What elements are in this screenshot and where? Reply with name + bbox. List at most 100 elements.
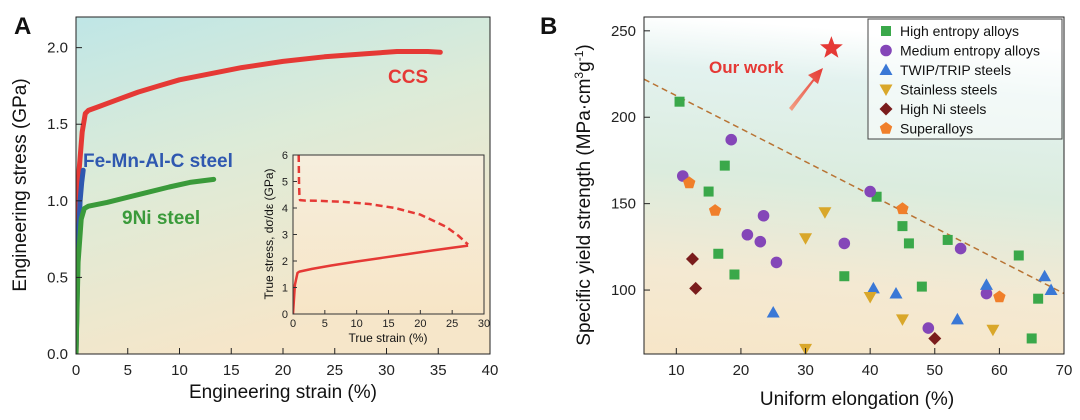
point-high-entropy-alloys (719, 160, 730, 171)
point-high-entropy-alloys (903, 238, 914, 249)
legend-label-superalloys: Superalloys (900, 121, 973, 137)
inset-ytick-label: 0 (282, 309, 288, 321)
chart-a-xtick-label: 30 (378, 362, 395, 379)
inset-ytick-label: 4 (282, 203, 288, 215)
point-medium-entropy-alloys (954, 242, 967, 255)
legend-marker-high-ni-steels (879, 102, 893, 116)
legend-label-medium-entropy-alloys: Medium entropy alloys (900, 43, 1040, 59)
point-medium-entropy-alloys (741, 228, 754, 241)
chart-b-xtick-label: 60 (991, 362, 1008, 379)
legend-label-twip-trip-steels: TWIP/TRIP steels (900, 62, 1011, 78)
chart-b: Our work 10 20 30 40 50 60 70 100 150 200 250 Uni… (572, 16, 1073, 410)
inset-ytick-label: 2 (282, 256, 288, 268)
inset-xtick-label: 10 (351, 318, 363, 330)
chart-a: 0 5 10 15 20 25 30 35 40 0.00.51.01.52.0 Enginee… (10, 16, 499, 403)
chart-a-xtick-label: 20 (275, 362, 292, 379)
point-stainless-steels (986, 324, 1000, 337)
trend-line (644, 78, 1064, 295)
point-twip-trip-steels (866, 281, 880, 294)
chart-a-xtick-label: 25 (326, 362, 343, 379)
chart-b-xtick-label: 30 (797, 362, 814, 379)
point-medium-entropy-alloys (838, 237, 851, 250)
point-medium-entropy-alloys (770, 256, 783, 269)
label-ccs: CCS (388, 67, 428, 88)
chart-b-ytick-label: 100 (611, 282, 636, 299)
inset-ylabel: True stress, dσ/dε (GPa) (262, 168, 276, 299)
chart-a-ytick-label: 1.0 (47, 193, 68, 210)
point-twip-trip-steels (979, 278, 993, 290)
legend-label-stainless-steels: Stainless steels (900, 82, 997, 98)
chart-b-ylabel: Specific yield strength (MPa·cm3g-1) (572, 44, 595, 345)
our-work-star (820, 36, 843, 58)
legend-marker-twip-trip-steels (879, 63, 893, 75)
point-medium-entropy-alloys (757, 209, 770, 222)
chart-b-xtick-label: 50 (926, 362, 943, 379)
point-superalloys (896, 202, 909, 215)
point-high-ni-steels (928, 331, 942, 345)
point-high-entropy-alloys (897, 221, 908, 232)
point-high-entropy-alloys (839, 271, 850, 282)
point-stainless-steels (799, 233, 813, 245)
chart-b-frame (643, 16, 1065, 355)
point-high-entropy-alloys (1033, 293, 1044, 304)
point-medium-entropy-alloys (980, 287, 993, 300)
point-twip-trip-steels (1038, 269, 1052, 282)
point-twip-trip-steels (766, 306, 780, 318)
chart-a-xtick-label: 10 (171, 362, 188, 379)
point-twip-trip-steels (889, 287, 903, 299)
legend-label-high-entropy-alloys: High entropy alloys (900, 23, 1019, 39)
point-high-entropy-alloys (674, 96, 685, 107)
inset-ytick-label: 5 (282, 177, 288, 189)
legend-marker-high-entropy-alloys (881, 26, 891, 36)
series-line-ccs (76, 49, 443, 354)
chart-a-xtick-label: 0 (72, 362, 80, 379)
inset-ytick-label: 3 (282, 230, 288, 242)
inset-chart: 0 5 10 15 20 25 30 0 1 2 3 4 5 6 True strain (%) Tru… (262, 150, 490, 345)
point-high-entropy-alloys (1013, 250, 1024, 261)
point-stainless-steels (895, 314, 909, 326)
inset-line-hardening-rate (297, 155, 469, 246)
inset-xtick-label: 20 (414, 318, 426, 330)
chart-a-ylabel: Engineering stress (GPa) (10, 78, 31, 291)
inset-xtick-label: 0 (290, 318, 296, 330)
point-medium-entropy-alloys (864, 185, 876, 198)
point-high-entropy-alloys (942, 234, 953, 245)
point-high-entropy-alloys (729, 269, 740, 280)
panel-a-letter: A (14, 13, 31, 40)
panel-b-letter: B (540, 13, 557, 40)
point-medium-entropy-alloys (676, 170, 689, 182)
our-work-arrow (789, 68, 823, 111)
inset-line-true-stress (293, 244, 469, 314)
chart-b-xtick-label: 40 (862, 362, 879, 379)
chart-b-ytick-label: 150 (611, 196, 636, 213)
chart-a-xtick-label: 35 (430, 362, 447, 379)
point-superalloys (683, 176, 696, 189)
point-high-entropy-alloys (916, 281, 927, 292)
inset-ytick-label: 1 (282, 283, 288, 295)
point-high-entropy-alloys (1026, 333, 1037, 344)
inset-xtick-label: 15 (382, 318, 394, 330)
point-medium-entropy-alloys (725, 133, 738, 146)
inset-ytick-label: 6 (282, 150, 288, 162)
chart-a-ytick-label: 0.0 (47, 346, 68, 363)
point-high-entropy-alloys (871, 191, 882, 202)
chart-a-ytick-label: 1.5 (47, 116, 68, 133)
legend-marker-stainless-steels (879, 84, 893, 96)
point-twip-trip-steels (1044, 283, 1058, 296)
chart-b-xtick-label: 10 (668, 362, 685, 379)
point-high-entropy-alloys (713, 248, 724, 259)
chart-a-ytick-label: 2.0 (47, 40, 68, 57)
inset-xtick-label: 30 (478, 318, 490, 330)
chart-a-ytick-label: 0.5 (47, 269, 68, 286)
point-superalloys (708, 204, 722, 216)
chart-a-xlabel: Engineering strain (%) (189, 382, 377, 403)
chart-b-ytick-label: 250 (611, 23, 636, 40)
inset-plot-area (293, 155, 484, 314)
chart-a-xtick-label: 40 (482, 362, 499, 379)
chart-b-xtick-label: 70 (1056, 362, 1073, 379)
inset-xtick-label: 25 (446, 318, 458, 330)
point-high-ni-steels (685, 252, 699, 266)
chart-b-xtick-label: 20 (733, 362, 750, 379)
series-line-9ni-steel (76, 176, 217, 354)
